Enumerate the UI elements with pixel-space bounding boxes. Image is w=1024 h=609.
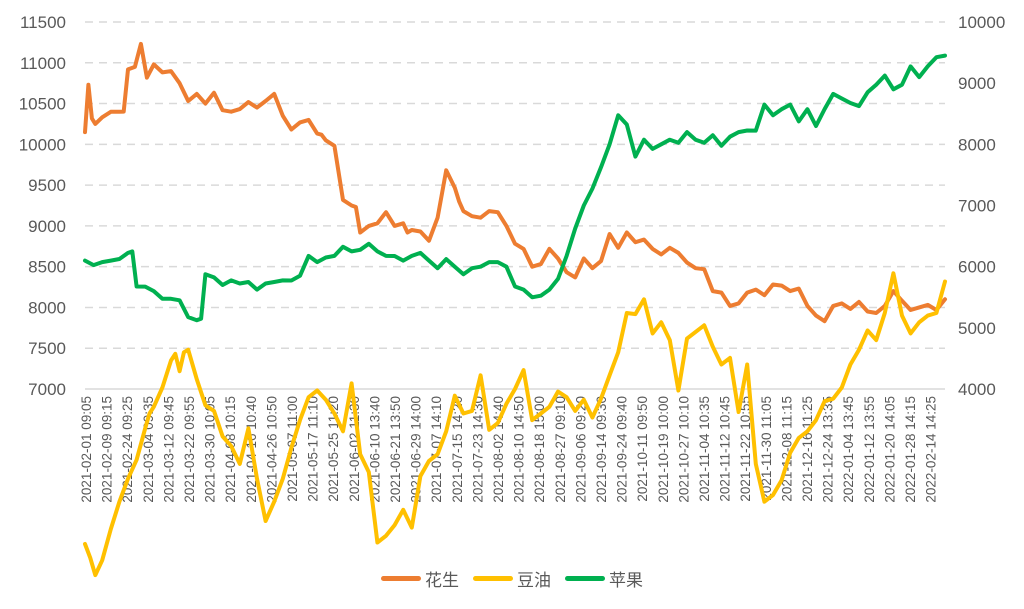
- x-axis-tick: 2022-02-14 14:25: [924, 396, 939, 503]
- right-axis-tick: 7000: [958, 197, 996, 216]
- x-axis-tick: 2021-02-01 09:05: [79, 396, 94, 503]
- legend: 花生 豆油 苹果: [0, 566, 1024, 591]
- x-axis-tick: 2021-10-27 10:10: [676, 396, 691, 503]
- x-axis-tick: 2021-09-24 09:40: [615, 396, 630, 503]
- x-axis-tick: 2021-04-26 10:50: [264, 396, 279, 503]
- x-axis-tick: 2021-12-24 13:35: [821, 396, 836, 503]
- x-axis-tick: 2021-03-04 09:35: [141, 396, 156, 503]
- x-axis: 2021-02-01 09:05 2021-02-09 09:15 2021-02-…: [79, 396, 939, 503]
- legend-label-soybean-oil: 豆油: [517, 571, 551, 590]
- x-axis-tick: 2022-01-12 13:55: [862, 396, 877, 503]
- left-axis-tick: 10500: [19, 95, 66, 114]
- x-axis-tick: 2021-10-11 09:50: [635, 396, 650, 502]
- left-y-axis: 11500 11000 10500 10000 9500 9000 8500 8000 7500…: [19, 13, 66, 399]
- x-axis-tick: 2021-06-29 14:00: [409, 396, 424, 503]
- legend-item-apple[interactable]: 苹果: [565, 566, 643, 591]
- left-axis-tick: 11500: [20, 13, 66, 32]
- x-axis-tick: 2021-02-24 09:25: [120, 396, 135, 503]
- right-axis-tick: 5000: [958, 319, 996, 338]
- legend-label-apple: 苹果: [609, 571, 643, 590]
- x-axis-tick: 2021-08-18 15:00: [532, 396, 547, 503]
- x-axis-tick: 2021-12-16 11:25: [800, 396, 815, 502]
- legend-swatch-soybean-oil: [473, 576, 513, 581]
- x-axis-tick: 2021-11-12 10:45: [718, 396, 733, 502]
- legend-swatch-apple: [565, 576, 605, 581]
- x-axis-tick: 2021-10-19 10:00: [656, 396, 671, 503]
- series-line-花生: [83, 41, 947, 324]
- legend-item-peanut[interactable]: 花生: [381, 566, 459, 591]
- x-axis-tick: 2021-03-30 10:05: [203, 396, 218, 503]
- x-axis-tick: 2021-02-09 09:15: [100, 396, 115, 503]
- left-axis-tick: 7500: [28, 339, 66, 358]
- left-axis-tick: 10000: [19, 135, 66, 154]
- right-axis-tick: 4000: [958, 380, 996, 399]
- left-axis-tick: 9500: [28, 176, 66, 195]
- left-axis-tick: 11000: [20, 54, 66, 73]
- series-line-豆油: [83, 271, 947, 578]
- x-axis-tick: 2021-11-04 10:35: [697, 396, 712, 502]
- right-axis-tick: 9000: [958, 74, 996, 93]
- x-axis-tick: 2021-11-30 11:05: [759, 396, 774, 501]
- x-axis-tick: 2022-01-20 14:05: [882, 396, 897, 503]
- left-axis-tick: 8500: [28, 258, 66, 277]
- x-axis-tick: 2021-11-22 10:55: [738, 396, 753, 502]
- x-axis-tick: 2022-01-28 14:15: [903, 396, 918, 503]
- x-axis-tick: 2021-08-27 09:10: [553, 396, 568, 503]
- legend-swatch-peanut: [381, 576, 421, 581]
- series-lines: [83, 41, 947, 578]
- gridlines: [85, 21, 945, 390]
- x-axis-tick: 2021-08-02 14:40: [491, 396, 506, 503]
- left-axis-tick: 8000: [28, 298, 66, 317]
- x-axis-tick: 2021-08-10 14:50: [512, 396, 527, 503]
- series-line-苹果: [83, 53, 947, 323]
- x-axis-tick: 2021-03-12 09:45: [161, 396, 176, 503]
- right-axis-tick: 10000: [958, 13, 1005, 32]
- x-axis-tick: 2021-07-15 14:20: [450, 396, 465, 503]
- x-axis-tick: 2022-01-04 13:45: [841, 396, 856, 503]
- x-axis-tick: 2021-06-21 13:50: [388, 396, 403, 503]
- right-axis-tick: 6000: [958, 258, 996, 277]
- left-axis-tick: 7000: [28, 380, 66, 399]
- x-axis-tick: 2021-09-06 09:20: [573, 396, 588, 503]
- legend-label-peanut: 花生: [425, 571, 459, 590]
- right-axis-tick: 8000: [958, 135, 996, 154]
- x-axis-tick: 2021-07-23 14:30: [470, 396, 485, 503]
- x-axis-tick: 2021-03-22 09:55: [182, 396, 197, 503]
- left-axis-tick: 9000: [28, 217, 66, 236]
- x-axis-tick: 2021-05-17 11:10: [306, 396, 321, 502]
- legend-item-soybean-oil[interactable]: 豆油: [473, 566, 551, 591]
- x-axis-tick: 2021-07-07 14:10: [429, 396, 444, 503]
- x-axis-tick: 2021-09-14 09:30: [594, 396, 609, 503]
- right-y-axis: 10000 9000 8000 7000 6000 5000 4000: [958, 13, 1005, 399]
